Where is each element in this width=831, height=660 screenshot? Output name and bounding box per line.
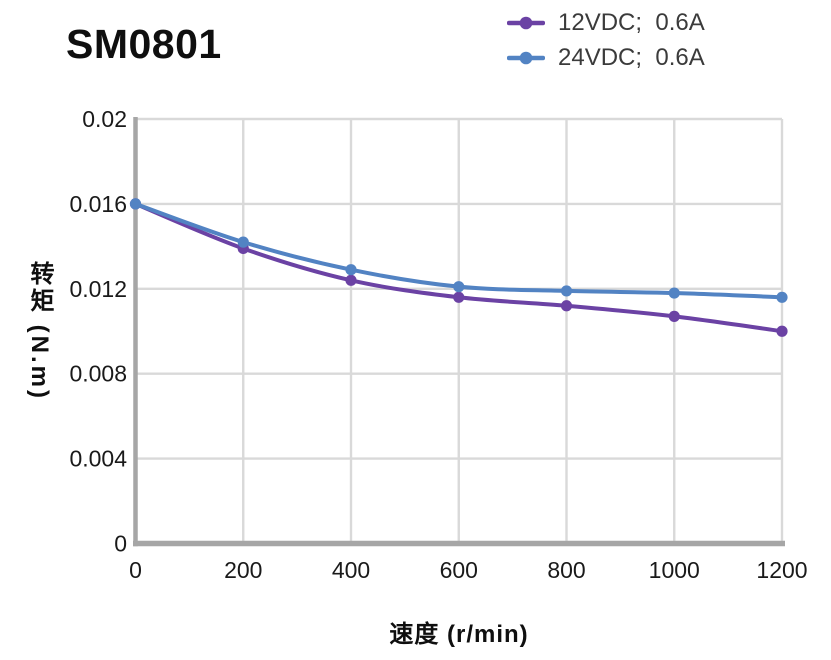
y-tick-label: 0.02 (82, 106, 127, 132)
y-tick-label: 0 (114, 531, 127, 557)
data-point-24vdc (345, 264, 357, 276)
x-axis-title: 速度 (r/min) (389, 621, 529, 648)
legend-line-dot-icon (507, 51, 545, 64)
legend: 12VDC; 0.6A 24VDC; 0.6A (507, 5, 705, 75)
data-point-24vdc (129, 198, 142, 210)
y-tick-label: 0.016 (69, 191, 127, 217)
data-point-12vdc (776, 325, 788, 337)
data-point-12vdc (453, 291, 465, 303)
data-point-24vdc (453, 281, 465, 293)
y-tick-label: 0.004 (69, 446, 127, 472)
x-tick-label: 1200 (756, 557, 807, 583)
data-point-24vdc (237, 236, 249, 248)
chart-title: SM0801 (66, 21, 222, 67)
x-tick-label: 800 (547, 557, 585, 583)
legend-label-24vdc: 24VDC; 0.6A (558, 43, 705, 71)
legend-line-dot-icon (507, 16, 545, 29)
y-tick-label: 0.008 (69, 361, 127, 387)
x-tick-label: 0 (129, 557, 142, 583)
legend-label-12vdc: 12VDC; 0.6A (558, 8, 705, 36)
x-tick-label: 200 (224, 557, 262, 583)
data-point-12vdc (345, 274, 357, 286)
data-point-12vdc (668, 310, 680, 322)
x-tick-label: 400 (332, 557, 370, 583)
data-point-24vdc (560, 285, 573, 297)
legend-item-24vdc: 24VDC; 0.6A (507, 40, 705, 75)
data-point-24vdc (668, 287, 680, 299)
data-point-12vdc (560, 300, 573, 312)
legend-item-12vdc: 12VDC; 0.6A (507, 5, 705, 40)
data-point-24vdc (776, 291, 788, 303)
y-tick-label: 0.012 (69, 276, 127, 302)
y-axis-title: 转矩 (N.m) (26, 261, 53, 401)
x-tick-label: 1000 (649, 557, 700, 583)
x-tick-label: 600 (440, 557, 478, 583)
